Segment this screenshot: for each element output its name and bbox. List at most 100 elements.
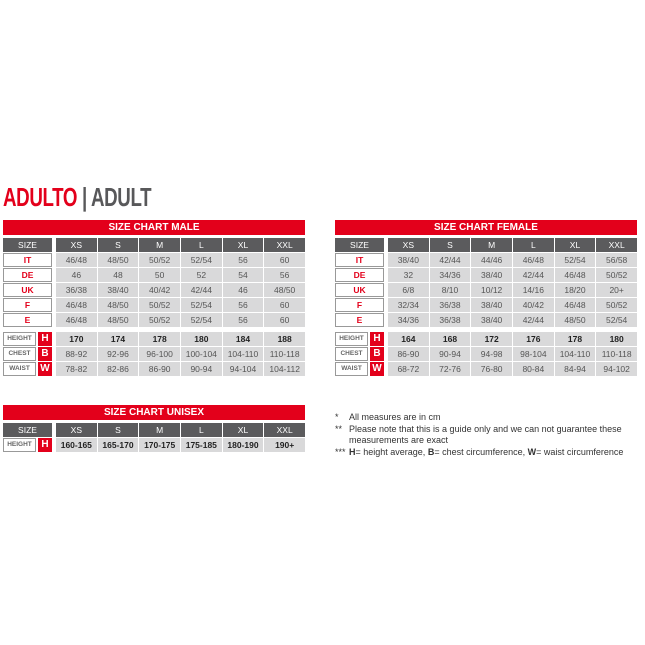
table-cell: 50/52	[139, 298, 180, 312]
table-cell: 180-190	[222, 438, 264, 452]
table-cell: 178	[139, 332, 180, 346]
measure-label: HEIGHT H	[3, 438, 52, 452]
table-cell: 36/38	[429, 313, 471, 327]
measure-label: HEIGHT H	[335, 332, 384, 346]
region-row-f: F 46/48 48/50 50/52 52/54 56 60	[3, 298, 305, 312]
measure-row-waist: WAIST W 68-72 72-76 76-80 80-84 84-94 94-102	[335, 362, 637, 376]
size-header-m: M	[139, 423, 180, 437]
table-cell: 52/54	[554, 253, 596, 267]
table-cell: 170	[56, 332, 97, 346]
table-cell: 94-98	[471, 347, 512, 361]
size-chart-unisex: SIZE CHART UNISEX SIZE XS S M L XL XXL HEIGHT H 16…	[3, 405, 305, 453]
size-header-s: S	[429, 238, 471, 252]
measure-row-chest: CHEST B 88-92 92-96 96-100 100-104 104-110 110-…	[3, 347, 305, 361]
size-header-xxl: XXL	[596, 238, 637, 252]
region-row-uk: UK 36/38 38/40 40/42 42/44 46 48/50	[3, 283, 305, 297]
table-cell: 46/48	[513, 253, 554, 267]
note-key: B	[427, 446, 435, 457]
size-header-xl: XL	[554, 238, 596, 252]
measure-letter-badge: H	[370, 332, 384, 346]
table-cell: 48/50	[554, 313, 596, 327]
region-label: E	[335, 313, 384, 327]
header-row: SIZE XS S M L XL XXL	[3, 423, 305, 437]
table-cell: 42/44	[513, 268, 554, 282]
table-cell: 160-165	[56, 438, 97, 452]
region-row-de: DE 46 48 50 52 54 56	[3, 268, 305, 282]
table-cell: 176	[513, 332, 554, 346]
table-cell: 180	[181, 332, 222, 346]
table-cell: 38/40	[471, 313, 512, 327]
table-cell: 18/20	[554, 283, 596, 297]
size-header: SIZE	[335, 238, 384, 252]
table-cell: 42/44	[181, 283, 222, 297]
region-row-e: E 34/36 36/38 38/40 42/44 48/50 52/54	[335, 313, 637, 327]
table-cell: 110-118	[264, 347, 305, 361]
table-cell: 32/34	[388, 298, 429, 312]
measure-letter-badge: W	[370, 362, 384, 376]
table-cell: 104-110	[554, 347, 596, 361]
note-key: W	[527, 446, 537, 457]
table-cell: 82-86	[97, 362, 139, 376]
size-header: SIZE	[3, 238, 52, 252]
table-cell: 104-110	[222, 347, 264, 361]
measure-name: HEIGHT	[3, 438, 36, 452]
table-cell: 38/40	[388, 253, 429, 267]
note-mark: *	[335, 412, 339, 422]
size-header-l: L	[181, 423, 222, 437]
table-cell: 52/54	[181, 298, 222, 312]
size-header-m: M	[139, 238, 180, 252]
table-cell: 164	[388, 332, 429, 346]
table-cell: 188	[264, 332, 305, 346]
size-header-xl: XL	[222, 423, 264, 437]
table-cell: 56	[222, 253, 264, 267]
table-cell: 84-94	[554, 362, 596, 376]
size-header-xs: XS	[388, 238, 429, 252]
table-cell: 80-84	[513, 362, 554, 376]
page-heading: ADULTO | ADULT	[3, 182, 152, 212]
table-cell: 76-80	[471, 362, 512, 376]
measure-letter-badge: H	[38, 438, 52, 452]
note-item: * All measures are in cm	[335, 412, 645, 424]
region-label: IT	[3, 253, 52, 267]
table-cell: 68-72	[388, 362, 429, 376]
measure-row-height: HEIGHT H 164 168 172 176 178 180	[335, 332, 637, 346]
region-label: E	[3, 313, 52, 327]
table-cell: 38/40	[471, 268, 512, 282]
size-chart-female: SIZE CHART FEMALE SIZE XS S M L XL XXL IT 38/40 42…	[335, 220, 637, 377]
size-header-xl: XL	[222, 238, 264, 252]
size-header-xs: XS	[56, 238, 97, 252]
table-cell: 52	[181, 268, 222, 282]
table-cell: 98-104	[513, 347, 554, 361]
note-desc: = waist circumference	[536, 446, 624, 457]
table-cell: 48/50	[97, 298, 139, 312]
note-text: H= height average, B= chest circumferenc…	[349, 447, 623, 459]
table-cell: 46/48	[554, 298, 596, 312]
size-header-l: L	[513, 238, 554, 252]
table-cell: 50/52	[596, 268, 637, 282]
table-cell: 20+	[596, 283, 637, 297]
table-cell: 32	[388, 268, 429, 282]
table-cell: 36/38	[56, 283, 97, 297]
note-text: Please note that this is a guide only an…	[349, 423, 622, 446]
table-cell: 50/52	[596, 298, 637, 312]
table-cell: 48	[97, 268, 139, 282]
size-header-m: M	[471, 238, 512, 252]
table-cell: 180	[596, 332, 637, 346]
table-cell: 38/40	[97, 283, 139, 297]
region-label: UK	[335, 283, 384, 297]
table-cell: 86-90	[388, 347, 429, 361]
region-label: IT	[335, 253, 384, 267]
table-cell: 40/42	[513, 298, 554, 312]
measure-label: WAIST W	[335, 362, 384, 376]
size-header-s: S	[97, 238, 139, 252]
size-header-s: S	[97, 423, 139, 437]
note-item: *** H= height average, B= chest circumfer…	[335, 447, 645, 459]
measure-name: WAIST	[335, 362, 368, 376]
size-header-xs: XS	[56, 423, 97, 437]
measure-label: CHEST B	[335, 347, 384, 361]
table-cell: 40/42	[139, 283, 180, 297]
table-cell: 178	[554, 332, 596, 346]
region-row-e: E 46/48 48/50 50/52 52/54 56 60	[3, 313, 305, 327]
table-cell: 50/52	[139, 253, 180, 267]
table-cell: 60	[264, 253, 305, 267]
